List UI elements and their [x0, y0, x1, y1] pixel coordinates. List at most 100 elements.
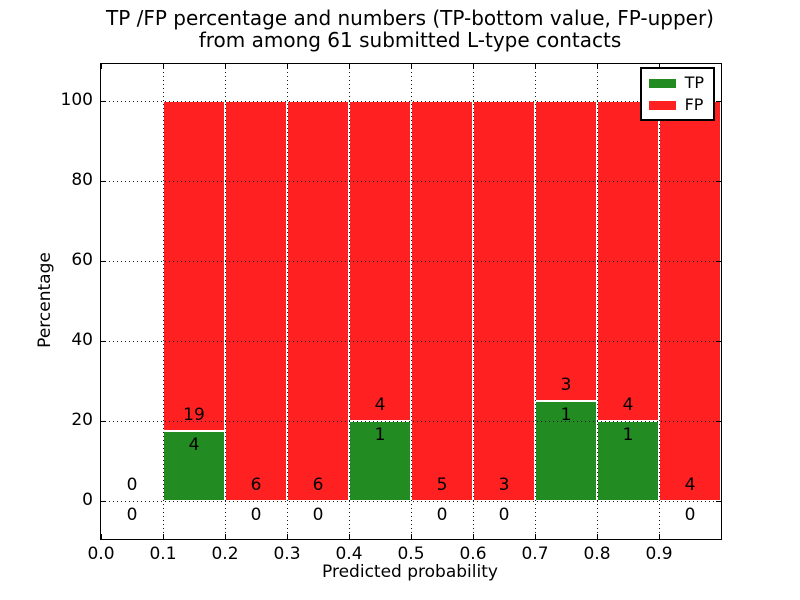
- y-tick-label: 60: [71, 250, 93, 270]
- x-tick-mark: [473, 64, 474, 69]
- tp-count-label: 0: [498, 505, 510, 525]
- vertical-gridline: [411, 64, 412, 539]
- chart-title-line2: from among 61 submitted L-type contacts: [198, 28, 622, 52]
- tp-bar-segment: [163, 431, 225, 501]
- y-tick-label: 80: [71, 170, 93, 190]
- x-tick-mark: [597, 64, 598, 69]
- vertical-gridline: [597, 64, 598, 539]
- fp-count-label: 3: [560, 375, 572, 395]
- x-tick-mark: [349, 534, 350, 539]
- y-tick-label: 0: [82, 490, 93, 510]
- horizontal-gridline: [101, 501, 721, 502]
- vertical-gridline: [659, 64, 660, 539]
- tp-count-label: 1: [622, 425, 634, 445]
- x-tick-label: 0.0: [87, 544, 115, 564]
- y-tick-mark: [101, 501, 106, 502]
- x-tick-mark: [163, 64, 164, 69]
- fp-count-label: 0: [126, 475, 138, 495]
- y-tick-mark: [716, 181, 721, 182]
- x-tick-label: 0.8: [583, 544, 611, 564]
- x-tick-label: 0.6: [459, 544, 487, 564]
- tp-count-label: 1: [560, 405, 572, 425]
- fp-count-label: 6: [312, 475, 324, 495]
- x-tick-mark: [535, 534, 536, 539]
- horizontal-gridline: [101, 421, 721, 422]
- y-tick-mark: [716, 421, 721, 422]
- y-tick-label: 40: [71, 330, 93, 350]
- plot-area: 0 0 19 4 6 0 6 0 4 1 5 0 3 0 3 1 4 1 4 0 TP FP: [100, 63, 722, 540]
- tp-count-label: 1: [374, 425, 386, 445]
- x-tick-mark: [473, 534, 474, 539]
- x-tick-mark: [535, 64, 536, 69]
- vertical-gridline: [163, 64, 164, 539]
- x-tick-mark: [225, 64, 226, 69]
- x-tick-label: 0.5: [397, 544, 425, 564]
- horizontal-gridline: [101, 261, 721, 262]
- vertical-gridline: [225, 64, 226, 539]
- vertical-gridline: [473, 64, 474, 539]
- x-tick-label: 0.7: [521, 544, 549, 564]
- tp-legend-swatch: [648, 78, 676, 88]
- chart-title-line1: TP /FP percentage and numbers (TP-bottom…: [106, 6, 714, 30]
- x-tick-labels: 0.0 0.1 0.2 0.3 0.4 0.5 0.6 0.7 0.8 0.9: [87, 544, 720, 565]
- chart-title: TP /FP percentage and numbers (TP-bottom…: [100, 7, 720, 51]
- tp-count-label: 0: [684, 505, 696, 525]
- fp-count-label: 6: [250, 475, 262, 495]
- tp-bar-segment: [535, 401, 597, 501]
- fp-bar-segment: [287, 101, 349, 501]
- y-tick-mark: [101, 261, 106, 262]
- x-tick-mark: [659, 534, 660, 539]
- legend-item-label: FP: [684, 95, 704, 114]
- vertical-gridline: [535, 64, 536, 539]
- legend-item: FP: [648, 95, 704, 114]
- fp-count-label: 4: [374, 395, 386, 415]
- y-tick-mark: [716, 341, 721, 342]
- fp-count-label: 19: [183, 405, 205, 426]
- fp-bar-segment: [473, 101, 535, 501]
- x-tick-mark: [101, 534, 102, 539]
- tp-count-label: 0: [312, 505, 324, 525]
- x-tick-mark: [659, 64, 660, 69]
- vertical-gridline: [287, 64, 288, 539]
- y-tick-mark: [101, 101, 106, 102]
- y-tick-mark: [716, 101, 721, 102]
- fp-count-label: 5: [436, 475, 448, 495]
- fp-count-label: 4: [684, 475, 696, 495]
- y-tick-label: 20: [71, 410, 93, 430]
- horizontal-gridline: [101, 101, 721, 102]
- tp-count-label: 0: [436, 505, 448, 525]
- tp-count-label: 0: [126, 505, 138, 525]
- tp-count-label: 0: [250, 505, 262, 525]
- x-tick-label: 0.2: [211, 544, 239, 564]
- x-tick-mark: [349, 64, 350, 69]
- x-axis-label: Predicted probability: [322, 562, 498, 582]
- y-tick-mark: [101, 421, 106, 422]
- x-tick-mark: [411, 534, 412, 539]
- legend: TP FP: [639, 67, 715, 121]
- x-tick-mark: [225, 534, 226, 539]
- fp-count-label: 3: [498, 475, 510, 495]
- legend-item: TP: [648, 73, 704, 92]
- x-tick-label: 0.4: [335, 544, 363, 564]
- x-tick-mark: [163, 534, 164, 539]
- x-tick-mark: [287, 534, 288, 539]
- y-tick-mark: [101, 341, 106, 342]
- fp-count-label: 4: [622, 395, 634, 415]
- horizontal-gridline: [101, 181, 721, 182]
- y-tick-label: 100: [60, 90, 93, 110]
- vertical-gridline: [349, 64, 350, 539]
- horizontal-gridline: [101, 341, 721, 342]
- y-tick-labels: 0 20 40 60 80 100: [0, 63, 93, 538]
- x-tick-mark: [101, 64, 102, 69]
- y-tick-mark: [716, 501, 721, 502]
- tp-bar-segment: [597, 421, 659, 501]
- grid-layer: [101, 64, 721, 539]
- x-tick-mark: [411, 64, 412, 69]
- x-tick-label: 0.1: [149, 544, 177, 564]
- annotations-layer: 0 0 19 4 6 0 6 0 4 1 5 0 3 0 3 1 4 1 4 0: [101, 64, 721, 539]
- y-tick-mark: [101, 181, 106, 182]
- x-tick-label: 0.3: [273, 544, 301, 564]
- x-tick-label: 0.9: [645, 544, 673, 564]
- y-tick-mark: [716, 261, 721, 262]
- legend-item-label: TP: [684, 73, 704, 92]
